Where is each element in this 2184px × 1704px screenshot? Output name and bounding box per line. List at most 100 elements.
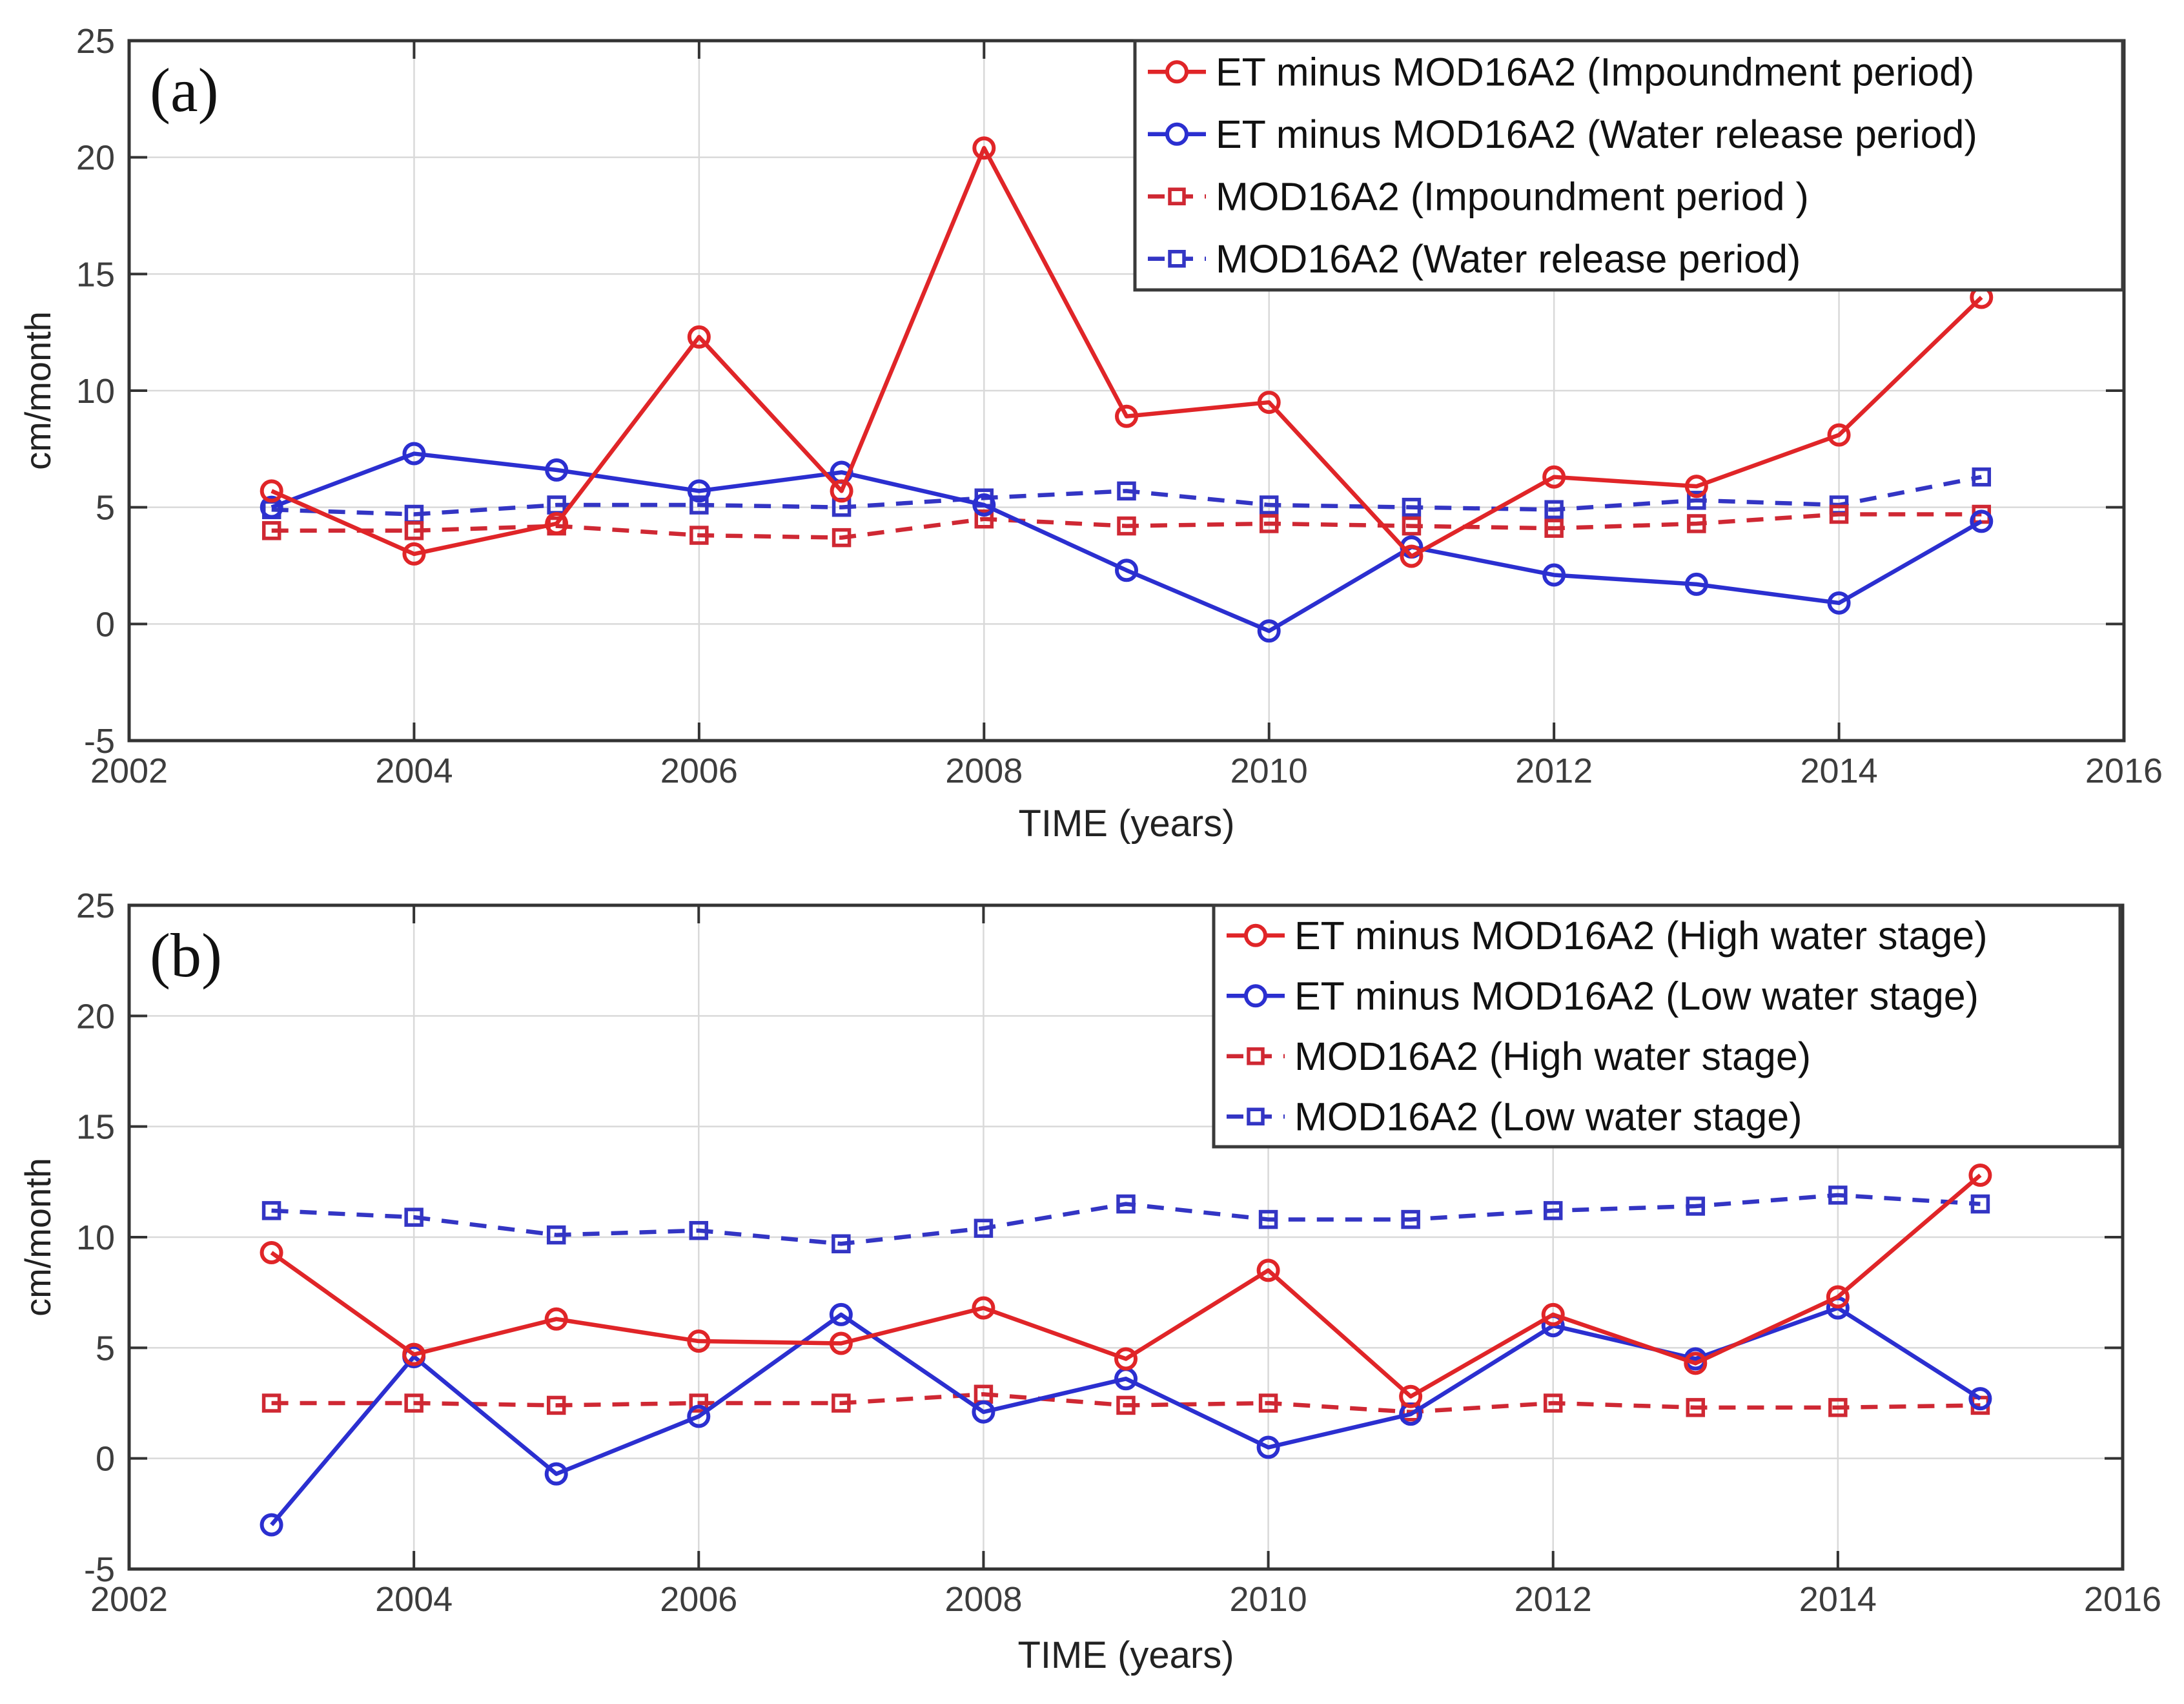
data-point-marker [1402, 516, 1422, 536]
legend-circle-marker-icon [1244, 984, 1267, 1008]
data-point-marker [1543, 1393, 1563, 1413]
data-point-marker [544, 1462, 568, 1486]
x-tick-label: 2014 [1801, 752, 1878, 790]
legend-entry-label: MOD16A2 (Low water stage) [1294, 1094, 1802, 1138]
legend-square-marker-icon [1247, 1047, 1265, 1065]
y-tick-label: -5 [84, 722, 115, 761]
series-line-3 [271, 475, 1982, 517]
x-axis-title: TIME (years) [1017, 1634, 1234, 1676]
data-point-marker [1970, 1194, 1990, 1214]
data-point-marker [261, 1393, 281, 1413]
y-tick-label: 10 [76, 1218, 115, 1257]
data-point-marker [546, 1225, 566, 1245]
data-point-marker [1542, 465, 1566, 489]
data-point-marker [974, 1218, 994, 1238]
data-point-marker [1968, 1164, 1992, 1187]
data-point-marker [545, 458, 569, 482]
data-point-marker [687, 1329, 711, 1353]
panel-label: (a) [150, 56, 219, 125]
data-point-marker [830, 479, 853, 503]
y-tick-label: 5 [96, 489, 115, 528]
data-point-marker [1826, 1285, 1850, 1309]
data-point-marker [1402, 497, 1422, 517]
y-tick-label: 0 [96, 1440, 115, 1479]
series-line-3 [271, 1193, 1981, 1246]
y-tick-label: 15 [76, 255, 115, 294]
y-tick-label: 25 [76, 22, 115, 61]
x-tick-label: 2010 [1230, 1580, 1307, 1619]
data-point-marker [1258, 1209, 1278, 1229]
y-tick-label: 15 [76, 1108, 115, 1147]
y-tick-label: 0 [96, 605, 115, 644]
x-tick-label: 2004 [375, 1580, 453, 1619]
x-tick-label: 2002 [90, 752, 168, 790]
data-point-marker [261, 1201, 281, 1220]
data-point-marker [1687, 491, 1706, 510]
x-tick-label: 2016 [2084, 1580, 2161, 1619]
series-line-0 [270, 145, 1983, 559]
legend-square-marker-icon [1168, 187, 1186, 205]
data-point-marker [689, 526, 709, 545]
legend: ET minus MOD16A2 (Impoundment period) ET … [1133, 39, 2125, 292]
legend-entry-label: MOD16A2 (Water release period) [1216, 237, 1801, 281]
x-tick-label: 2002 [90, 1580, 168, 1619]
series-line-1 [270, 451, 1983, 633]
data-point-marker [687, 325, 711, 349]
data-point-marker [260, 479, 283, 503]
data-point-marker [1972, 467, 1992, 487]
series-line-0 [270, 1173, 1982, 1399]
data-point-marker [832, 1393, 851, 1413]
data-point-marker [1257, 391, 1281, 415]
x-tick-label: 2012 [1515, 752, 1593, 790]
data-point-marker [545, 511, 569, 535]
legend-entry-label: ET minus MOD16A2 (Low water stage) [1294, 974, 1979, 1018]
data-point-marker [1115, 559, 1138, 582]
data-point-marker [402, 442, 426, 466]
legend-box [1133, 39, 2125, 292]
x-tick-label: 2014 [1799, 1580, 1877, 1619]
data-point-marker [972, 493, 996, 517]
data-point-marker [1400, 544, 1424, 568]
data-point-marker [261, 521, 281, 540]
legend-entry-label: MOD16A2 (High water stage) [1294, 1034, 1811, 1078]
y-axis-title: cm/month [17, 311, 58, 470]
data-point-marker [1827, 423, 1851, 447]
legend-circle-marker-icon [1165, 122, 1189, 146]
data-point-marker [1684, 1351, 1708, 1375]
data-point-marker [1117, 516, 1136, 536]
data-point-marker [1114, 1347, 1138, 1371]
y-tick-label: 5 [96, 1329, 115, 1368]
data-point-marker [689, 1220, 709, 1240]
series-line-2 [271, 512, 1982, 540]
data-point-marker [1401, 1209, 1420, 1229]
data-point-marker [402, 542, 426, 566]
data-point-marker [1828, 1186, 1848, 1205]
data-point-marker [1259, 514, 1279, 533]
data-point-marker [260, 1240, 283, 1264]
x-tick-label: 2008 [944, 1580, 1022, 1619]
data-point-marker [402, 1342, 426, 1366]
legend-square-marker-icon [1168, 250, 1186, 268]
legend-entry-label: ET minus MOD16A2 (High water stage) [1294, 914, 1988, 958]
panel-b: 2002 2004 2006 2008 2010 2012 2014 2016 -5 0 5 10 15… [17, 887, 2161, 1676]
panel-a: 2002 2004 2006 2008 2010 2012 2014 2016 -5 0 5 10 15… [17, 22, 2163, 845]
data-point-marker [687, 1404, 711, 1428]
data-point-marker [1257, 619, 1281, 643]
data-point-marker [687, 479, 711, 503]
data-point-marker [1258, 1393, 1278, 1413]
data-point-marker [1542, 563, 1566, 587]
legend-square-marker-icon [1247, 1107, 1265, 1125]
panel-label: (b) [150, 921, 222, 990]
y-tick-label: 25 [76, 887, 115, 925]
series-line-2 [271, 1392, 1981, 1414]
y-tick-label: 10 [76, 372, 115, 411]
data-point-marker [1684, 475, 1708, 498]
data-point-marker [1686, 1398, 1706, 1417]
legend-circle-marker-icon [1244, 923, 1267, 947]
data-point-marker [972, 1400, 995, 1424]
data-point-marker [1829, 504, 1849, 524]
data-point-marker [1544, 500, 1564, 520]
data-point-marker [829, 1302, 853, 1326]
x-tick-label: 2004 [375, 752, 453, 790]
